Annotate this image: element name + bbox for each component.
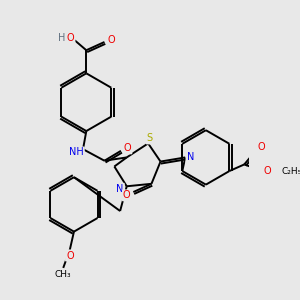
Text: O: O — [258, 142, 266, 152]
Text: CH₃: CH₃ — [55, 270, 71, 279]
Text: O: O — [67, 33, 74, 43]
Text: C₂H₅: C₂H₅ — [282, 167, 300, 176]
Text: O: O — [107, 35, 115, 45]
Text: O: O — [264, 166, 271, 176]
Text: N: N — [116, 184, 124, 194]
Text: N: N — [187, 152, 194, 162]
Text: O: O — [124, 143, 131, 153]
Text: O: O — [66, 250, 74, 260]
Text: NH: NH — [69, 148, 84, 158]
Text: S: S — [147, 134, 153, 143]
Text: O: O — [123, 190, 130, 200]
Text: H: H — [58, 33, 65, 43]
